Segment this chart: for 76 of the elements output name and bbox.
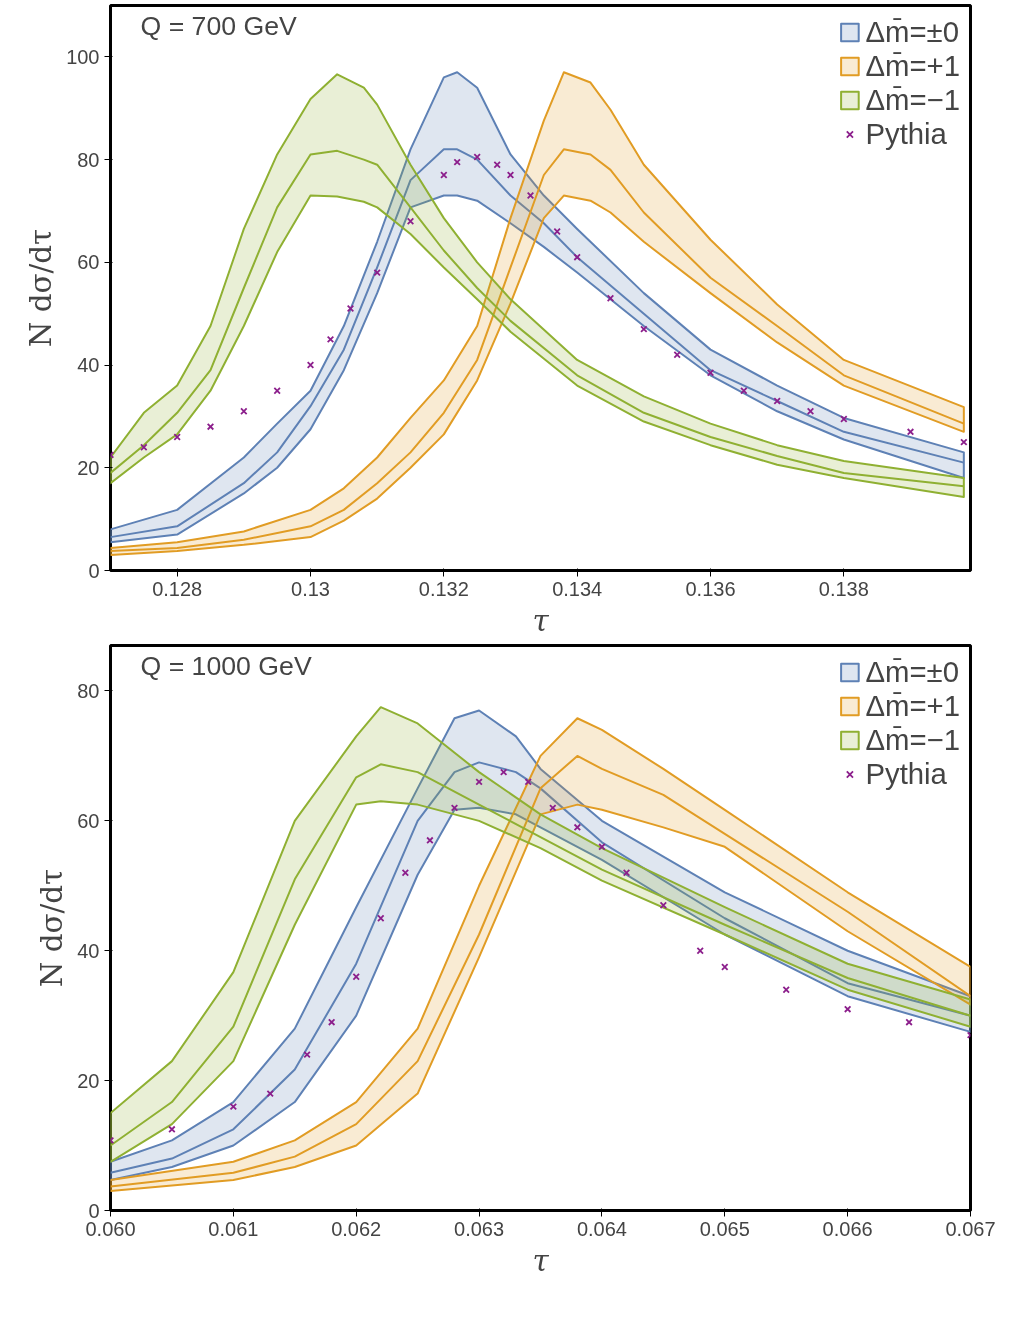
- point: [377, 914, 385, 922]
- point: [240, 407, 248, 415]
- y-tick-label: 60: [77, 251, 100, 274]
- point: [782, 985, 790, 994]
- point: [229, 1102, 238, 1111]
- legend-label: Pythia: [865, 117, 947, 151]
- legend-label: Δm̄=−1: [865, 723, 960, 757]
- point: [840, 415, 848, 423]
- point: [773, 397, 781, 405]
- y-tick-label: 20: [77, 1069, 100, 1092]
- y-axis-title: N dσ/dτ: [24, 228, 59, 348]
- x-axis-title: τ: [532, 603, 550, 638]
- x-tick-label: 0.132: [418, 577, 469, 600]
- point: [173, 433, 181, 441]
- point: [475, 778, 483, 786]
- point: [493, 161, 501, 169]
- point: [499, 768, 508, 776]
- y-tick-label: 100: [66, 45, 100, 68]
- point: [273, 387, 281, 395]
- annotation: Q = 1000 GeV: [140, 650, 312, 681]
- x-axis-title: τ: [532, 1243, 550, 1278]
- x-tick-label: 0.067: [945, 1217, 996, 1240]
- x-tick-label: 0.061: [208, 1217, 259, 1240]
- y-tick-label: 20: [77, 456, 100, 479]
- point: [960, 438, 968, 446]
- x-tick-label: 0.13: [291, 577, 330, 600]
- x-tick-label: 0.066: [822, 1217, 873, 1240]
- legend-label: Δm̄=±0: [865, 15, 959, 49]
- point: [352, 972, 360, 981]
- x-tick-label: 0.128: [152, 577, 203, 600]
- point: [401, 869, 410, 877]
- x-tick-label: 0.064: [576, 1217, 627, 1240]
- x-tick-label: 0.138: [818, 577, 869, 600]
- annotation: Q = 700 GeV: [140, 10, 298, 41]
- point: [549, 804, 557, 812]
- point: [327, 1018, 336, 1026]
- point: [266, 1089, 274, 1098]
- x-tick-label: 0.134: [552, 577, 603, 600]
- x-tick-label: 0.062: [331, 1217, 382, 1240]
- point: [473, 153, 481, 161]
- y-tick-label: 80: [77, 148, 100, 171]
- point: [740, 387, 748, 395]
- point: [598, 843, 606, 851]
- y-tick-label: 60: [77, 809, 100, 832]
- point: [168, 1125, 176, 1134]
- point: [673, 351, 681, 359]
- y-axis-title: N dσ/dτ: [35, 868, 70, 988]
- point: [640, 325, 648, 333]
- point: [706, 369, 715, 377]
- legend-label: Δm̄=±0: [865, 655, 959, 689]
- point: [326, 335, 335, 344]
- point: [524, 778, 532, 786]
- point: [346, 304, 355, 313]
- point: [140, 443, 148, 451]
- point: [843, 1005, 852, 1013]
- legend-label: Δm̄=−1: [865, 83, 960, 117]
- point: [606, 294, 615, 302]
- x-tick-label: 0.136: [685, 577, 736, 600]
- legend-label: Pythia: [865, 757, 947, 791]
- y-tick-label: 0: [88, 559, 100, 582]
- x-tick-label: 0.065: [699, 1217, 750, 1240]
- point: [426, 836, 434, 845]
- point: [905, 1018, 913, 1026]
- point: [440, 171, 448, 179]
- y-tick-label: 80: [77, 679, 100, 702]
- point: [659, 901, 668, 909]
- point: [526, 191, 535, 200]
- x-tick-label: 0.063: [454, 1217, 505, 1240]
- y-tick-label: 40: [77, 354, 100, 377]
- point: [806, 407, 815, 415]
- point: [206, 422, 215, 431]
- y-tick-label: 40: [77, 939, 100, 962]
- point: [373, 268, 381, 277]
- legend-label: Δm̄=+1: [865, 689, 960, 723]
- point: [696, 947, 704, 955]
- legend-label: Δm̄=+1: [865, 49, 960, 83]
